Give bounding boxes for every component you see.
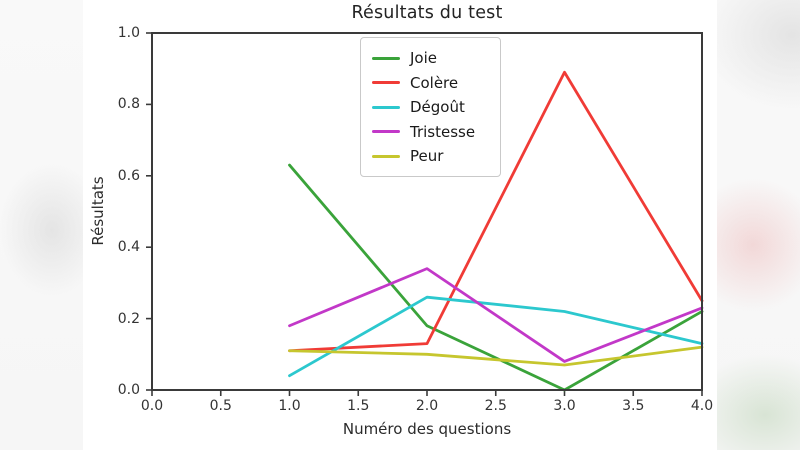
series-line-joie [288,163,704,392]
chart-title: Résultats du test [351,3,503,23]
legend-entry: Colère [372,71,500,96]
y-tick-label: 0.8 [117,96,140,113]
legend-label: Colère [410,73,459,92]
x-tick-label: 2.5 [484,398,507,414]
chart-figure: Résultats du test Résultats Numéro des q… [83,0,717,450]
y-tick-label: 0.0 [117,382,140,398]
legend-swatch-icon [372,130,400,134]
y-axis-label: Résultats [89,176,107,246]
legend-label: Tristesse [410,122,476,141]
legend-label: Peur [410,147,444,166]
x-tick-label: 0.0 [140,398,164,414]
y-tick-label: 0.4 [117,239,140,256]
legend-label: Dégoût [410,98,465,117]
x-tick-label: 3.5 [622,398,645,414]
x-tick-label: 0.5 [209,398,232,414]
series-line-peur [288,345,704,367]
x-tick-label: 4.0 [690,398,714,414]
legend-swatch-icon [372,56,400,60]
x-tick-label: 1.0 [278,398,301,414]
x-axis-label: Numéro des questions [342,420,512,438]
legend-swatch-icon [372,154,400,158]
y-tick-label: 1.0 [117,25,140,41]
y-tick-label: 0.6 [117,167,140,184]
legend-entry: Peur [372,144,500,169]
series-line-tristesse [288,267,704,363]
series-line-colere [288,70,704,353]
legend-swatch-icon [372,81,400,85]
legend-entry: Joie [372,46,500,71]
legend-entry: Tristesse [372,120,500,145]
legend-label: Joie [410,49,437,68]
legend-entry: Dégoût [372,95,500,120]
legend: Joie Colère Dégoût Tristesse Peur [360,37,501,177]
series-line-degout [288,295,704,378]
x-tick-label: 1.5 [347,398,370,414]
x-tick-label: 3.0 [553,398,576,414]
y-tick-label: 0.2 [117,310,140,327]
axes-spines [151,32,703,391]
legend-swatch-icon [372,105,400,109]
plot-area [146,32,704,396]
x-tick-label: 2.0 [415,398,439,414]
